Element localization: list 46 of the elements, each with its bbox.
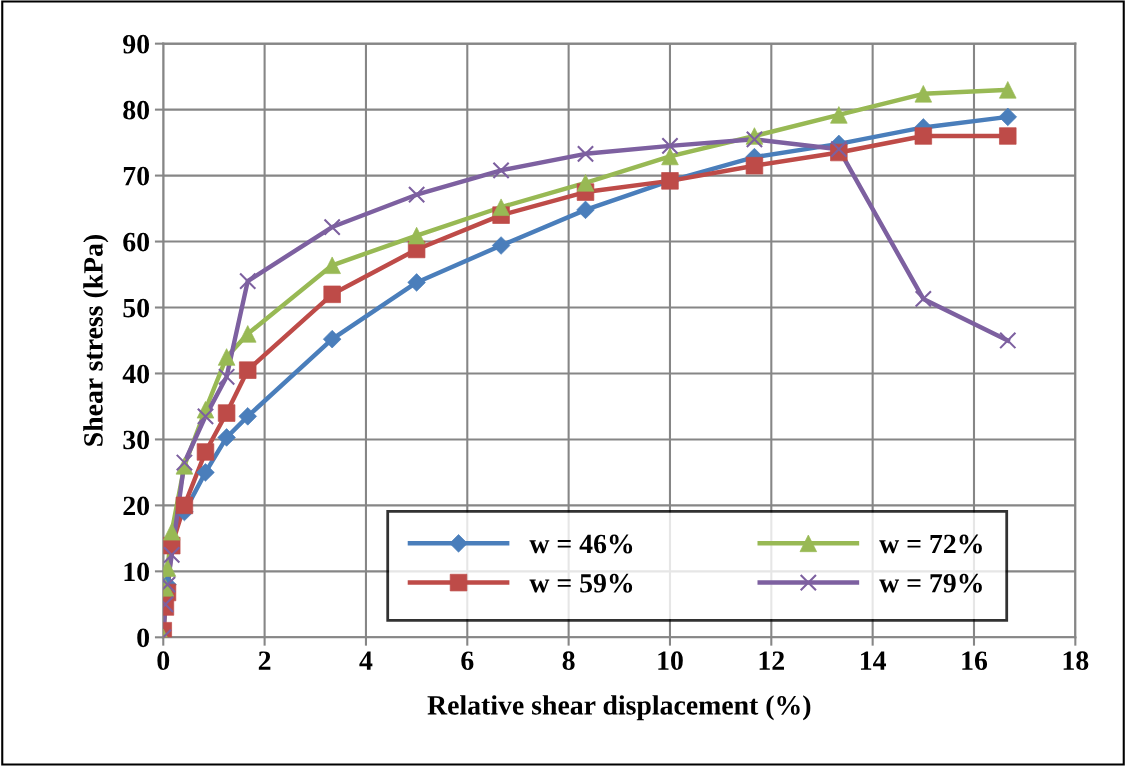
y-tick-label: 70 — [123, 166, 150, 186]
y-tick-label: 50 — [123, 298, 150, 318]
point — [491, 236, 511, 255]
point — [745, 157, 764, 175]
point — [407, 186, 426, 204]
x-tick-label: 8 — [562, 651, 575, 671]
y-tick-label: 80 — [123, 100, 150, 120]
x-tick-label: 16 — [962, 651, 988, 671]
point — [196, 407, 215, 426]
legend-label: w = 59% — [529, 573, 633, 593]
point — [576, 145, 595, 163]
x-tick-label: 12 — [759, 651, 785, 670]
y-tick-label: 0 — [137, 628, 150, 648]
y-tick-label: 30 — [123, 430, 150, 450]
point — [239, 361, 257, 379]
point — [175, 496, 194, 515]
point — [492, 161, 510, 179]
x-tick-label: 18 — [1063, 651, 1089, 671]
y-tick-label: 20 — [123, 496, 150, 516]
x-axis-title: Relative shear displacement (%) — [427, 695, 811, 721]
point — [999, 331, 1017, 350]
point — [323, 218, 341, 236]
point — [175, 453, 194, 472]
point — [830, 140, 848, 158]
x-tick-label: 6 — [461, 651, 474, 671]
x-tick-label: 14 — [860, 651, 887, 670]
legend-label: w = 46% — [529, 534, 633, 554]
point — [492, 198, 510, 216]
point — [661, 137, 679, 155]
point — [217, 368, 236, 386]
x-tick-label: 4 — [359, 651, 373, 670]
y-tick-label: 40 — [122, 364, 150, 384]
y-tick-label: 60 — [123, 232, 150, 252]
y-tick-label: 90 — [123, 34, 150, 54]
point — [239, 272, 257, 290]
x-tick-label: 0 — [157, 651, 170, 671]
legend-label: w = 72% — [879, 534, 982, 554]
y-tick-label: 10 — [124, 562, 150, 582]
x-tick-label: 10 — [658, 651, 683, 671]
point — [163, 546, 181, 564]
x-tick-label: 2 — [258, 651, 271, 670]
point — [217, 404, 236, 422]
point — [914, 290, 932, 308]
y-axis-title: Shear stress (kPa) — [83, 234, 109, 446]
point — [323, 256, 341, 274]
legend-label: w = 79% — [879, 573, 982, 593]
